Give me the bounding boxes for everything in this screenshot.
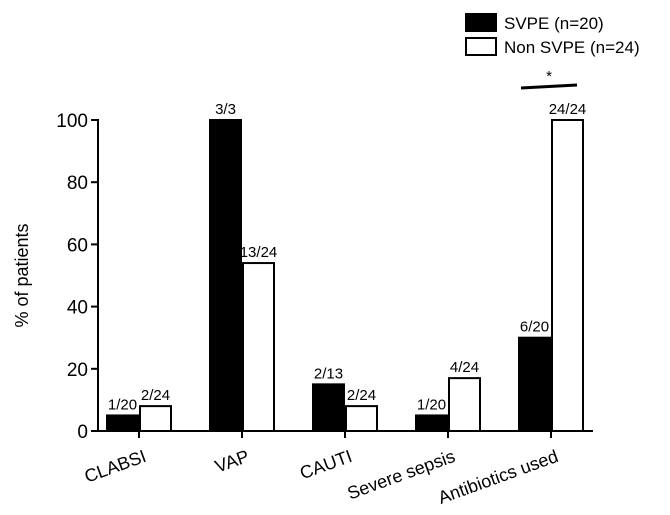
y-tick-label: 60	[67, 235, 88, 256]
bar-non-svpe-0	[139, 405, 172, 432]
bar-value-label: 1/20	[108, 396, 137, 413]
legend-label: SVPE (n=20)	[504, 14, 604, 33]
bar-svpe-3	[415, 414, 448, 433]
bar-svpe-1	[209, 119, 242, 432]
bar-value-label: 3/3	[215, 101, 236, 118]
bar-value-label: 2/13	[314, 365, 343, 382]
y-tick-label: 20	[67, 360, 88, 381]
y-tick-label: 100	[56, 111, 88, 132]
bar-value-label: 1/20	[417, 396, 446, 413]
bar-value-label: 6/20	[520, 319, 549, 336]
legend-label: Non SVPE (n=24)	[504, 38, 640, 57]
x-category-label: CLABSI	[82, 446, 149, 487]
legend-swatch	[465, 13, 497, 32]
bars	[106, 119, 584, 433]
bar-non-svpe-3	[448, 377, 481, 433]
y-tick-label: 0	[77, 422, 88, 443]
y-axis-title: % of patients	[12, 223, 32, 327]
significance-marker: *	[546, 68, 552, 85]
x-category-label: CAUTI	[297, 446, 355, 483]
bar-svpe-4	[518, 336, 551, 433]
bar-value-label: 2/24	[347, 387, 376, 404]
bar-svpe-2	[312, 383, 345, 433]
data-labels: 1/20 3/3 2/13 1/20 6/20 2/24 13/24 2/24 4/24 24/2…	[108, 101, 586, 413]
bar-svpe-0	[106, 414, 139, 433]
significance-annotation: *	[520, 68, 578, 90]
bar-value-label: 2/24	[141, 387, 170, 404]
bar-value-label: 13/24	[240, 244, 278, 261]
bar-non-svpe-4	[551, 119, 584, 432]
y-tick-label: 40	[67, 298, 88, 319]
y-axis: 0 20 40 60 80 100 % of patients	[12, 111, 99, 443]
bar-value-label: 4/24	[450, 359, 479, 376]
y-tick-label: 80	[67, 173, 88, 194]
bar-value-label: 24/24	[549, 101, 587, 118]
bar-non-svpe-1	[242, 262, 275, 432]
legend: SVPE (n=20) Non SVPE (n=24)	[465, 13, 640, 57]
legend-swatch	[465, 37, 497, 56]
bar-non-svpe-2	[345, 405, 378, 432]
significance-bar	[520, 83, 578, 90]
x-category-label: VAP	[212, 446, 251, 477]
